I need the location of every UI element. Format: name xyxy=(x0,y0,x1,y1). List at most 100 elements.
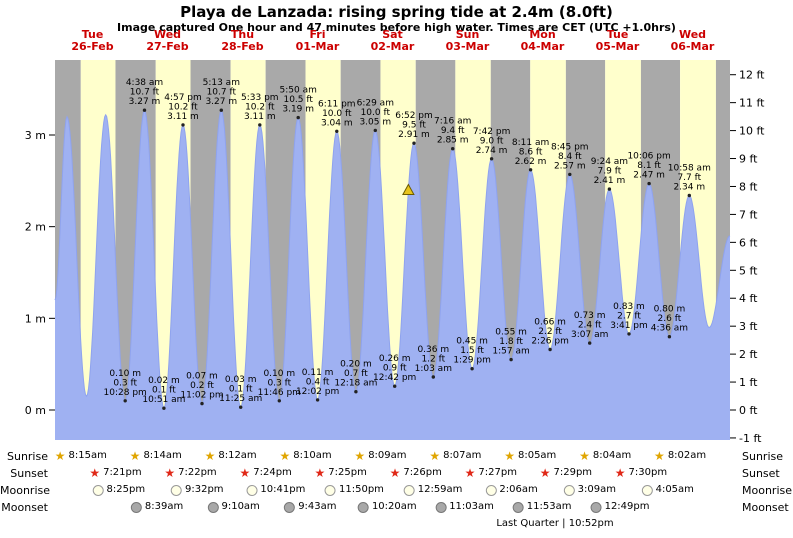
sunrise-star-icon: ★ xyxy=(279,449,291,463)
sunrise-entry: ★ 8:10am xyxy=(279,450,331,462)
sunrise-entry: ★ 8:05am xyxy=(504,450,556,462)
moonrise-entry: 3:09am xyxy=(563,484,616,496)
tide-extreme-dot xyxy=(431,375,435,379)
sunset-entry: ★ 7:27pm xyxy=(465,467,517,479)
day-label: Fri 01-Mar xyxy=(296,28,340,53)
sunset-time: 7:22pm xyxy=(178,467,217,478)
y-axis-label-ft: 2 ft xyxy=(739,348,758,361)
tide-extreme-dot xyxy=(181,123,185,127)
sunset-time: 7:29pm xyxy=(553,467,593,478)
day-label: Wed 06-Mar xyxy=(671,28,715,53)
tide-extreme-dot xyxy=(239,405,243,409)
moonset-time: 12:49pm xyxy=(604,501,650,512)
sunset-entry: ★ 7:22pm xyxy=(164,467,216,479)
high-tide-label: 9:24 am 7.9 ft 2.41 m xyxy=(591,157,628,186)
sunrise-star-icon: ★ xyxy=(204,449,216,463)
tide-extreme-dot xyxy=(548,347,552,352)
sunset-time: 7:24pm xyxy=(253,467,292,478)
sunset-entry: ★ 7:26pm xyxy=(390,467,442,479)
moon-phase-note: Last Quarter | 10:52pm xyxy=(496,518,614,529)
sunrise-time: 8:10am xyxy=(293,450,332,461)
moonset-circle-icon xyxy=(590,501,602,513)
day-label: Tue 26-Feb xyxy=(71,28,113,53)
moonrise-time: 9:32pm xyxy=(185,484,224,495)
tide-extreme-dot xyxy=(489,157,494,161)
high-tide-label: 5:13 am 10.7 ft 3.27 m xyxy=(203,78,240,107)
tide-extreme-dot xyxy=(588,341,592,345)
y-axis-label-ft: 8 ft xyxy=(739,180,758,193)
tide-extreme-dot xyxy=(277,399,281,403)
tide-extreme-dot xyxy=(258,123,262,127)
day-label: Sun 03-Mar xyxy=(446,28,490,53)
low-tide-label: 0.03 m 0.1 ft 11:25 am xyxy=(219,375,262,404)
moonset-time: 10:20am xyxy=(371,501,417,512)
sunrise-time: 8:09am xyxy=(368,450,407,461)
tide-curve xyxy=(54,109,731,410)
low-tide-label: 0.66 m 2.2 ft 2:26 pm xyxy=(531,318,569,347)
sunrise-entry: ★ 8:14am xyxy=(130,450,182,462)
high-tide-label: 6:52 pm 9.5 ft 2.91 m xyxy=(395,111,433,140)
sunrise-entry: ★ 8:04am xyxy=(579,450,631,462)
moonrise-row-label-right: Moonrise xyxy=(742,484,792,497)
tide-extreme-dot xyxy=(162,406,166,410)
low-tide-label: 0.36 m 1.2 ft 1:03 am xyxy=(415,345,452,374)
moonrise-time: 10:41pm xyxy=(260,484,306,495)
sunrise-time: 8:14am xyxy=(143,450,182,461)
sunset-time: 7:30pm xyxy=(628,467,668,478)
day-label: Sat 02-Mar xyxy=(371,28,415,53)
high-tide-label: 4:57 pm 10.2 ft 3.11 m xyxy=(164,93,202,122)
sunrise-star-icon: ★ xyxy=(504,449,515,463)
day-label: Mon 04-Mar xyxy=(521,28,565,53)
sunrise-entry: ★ 8:15am xyxy=(55,450,107,462)
tide-extreme-dot xyxy=(393,384,397,388)
moonrise-entry: 10:41pm xyxy=(246,484,305,496)
low-tide-label: 0.10 m 0.3 ft 10:28 pm xyxy=(104,369,147,398)
y-axis-label-ft: 12 ft xyxy=(739,69,765,82)
moonrise-time: 12:59am xyxy=(417,484,463,495)
tide-extreme-dot xyxy=(296,115,300,120)
sunrise-time: 8:02am xyxy=(667,450,707,461)
tide-extreme-dot xyxy=(219,108,223,112)
y-axis-label-ft: 5 ft xyxy=(739,264,758,277)
sunrise-star-icon: ★ xyxy=(54,449,66,463)
moonrise-time: 2:06am xyxy=(499,484,538,495)
tide-extreme-dot xyxy=(568,172,572,177)
day-label: Wed 27-Feb xyxy=(146,28,188,53)
tide-extreme-dot xyxy=(627,332,631,336)
sunrise-star-icon: ★ xyxy=(129,449,141,463)
sunset-entry: ★ 7:21pm xyxy=(89,467,141,479)
low-tide-label: 0.55 m 1.8 ft 1:57 am xyxy=(492,328,529,357)
sunset-entry: ★ 7:24pm xyxy=(239,467,291,479)
tide-extreme-dot xyxy=(123,399,127,403)
low-tide-label: 0.73 m 2.4 ft 3:07 am xyxy=(571,311,608,340)
moonrise-entry: 2:06am xyxy=(485,484,538,496)
tide-extreme-dot xyxy=(335,129,339,133)
y-axis-label-m: 2 m xyxy=(25,221,46,234)
tide-extreme-dot xyxy=(470,367,474,371)
tide-extreme-dot xyxy=(667,335,672,339)
moonrise-circle-icon xyxy=(403,484,415,496)
tide-extreme-dot xyxy=(373,128,377,133)
high-tide-label: 8:11 am 8.6 ft 2.62 m xyxy=(512,138,549,167)
sunset-star-icon: ★ xyxy=(314,466,326,480)
tide-extreme-dot xyxy=(509,357,513,362)
y-axis-label-ft: 3 ft xyxy=(739,320,758,333)
moonset-row-label-right: Moonset xyxy=(742,501,789,514)
tide-graph: 0.10 m 0.3 ft 10:28 pm 4:38 am 10.7 ft 3.27 m… xyxy=(25,28,765,445)
y-axis-label-m: 0 m xyxy=(25,404,46,417)
sunrise-entry: ★ 8:09am xyxy=(354,450,406,462)
moonset-circle-icon xyxy=(512,501,524,513)
tide-extreme-dot xyxy=(354,390,358,394)
tide-extreme-dot xyxy=(412,141,416,145)
sunset-star-icon: ★ xyxy=(239,466,251,480)
low-tide-label: 0.45 m 1.5 ft 1:29 pm xyxy=(453,337,491,366)
tide-extreme-dot xyxy=(142,108,147,112)
low-tide-label: 0.07 m 0.2 ft 11:02 pm xyxy=(180,372,223,401)
sunrise-star-icon: ★ xyxy=(654,449,665,463)
tide-extreme-dot xyxy=(451,147,455,151)
sunrise-star-icon: ★ xyxy=(354,449,366,463)
moonrise-entry: 9:32pm xyxy=(171,484,224,496)
tide-extreme-dot xyxy=(528,168,533,172)
capture-note: Image captured One hour and 47 minutes b… xyxy=(117,21,676,34)
low-tide-label: 0.02 m 0.1 ft 10:51 am xyxy=(142,376,185,405)
